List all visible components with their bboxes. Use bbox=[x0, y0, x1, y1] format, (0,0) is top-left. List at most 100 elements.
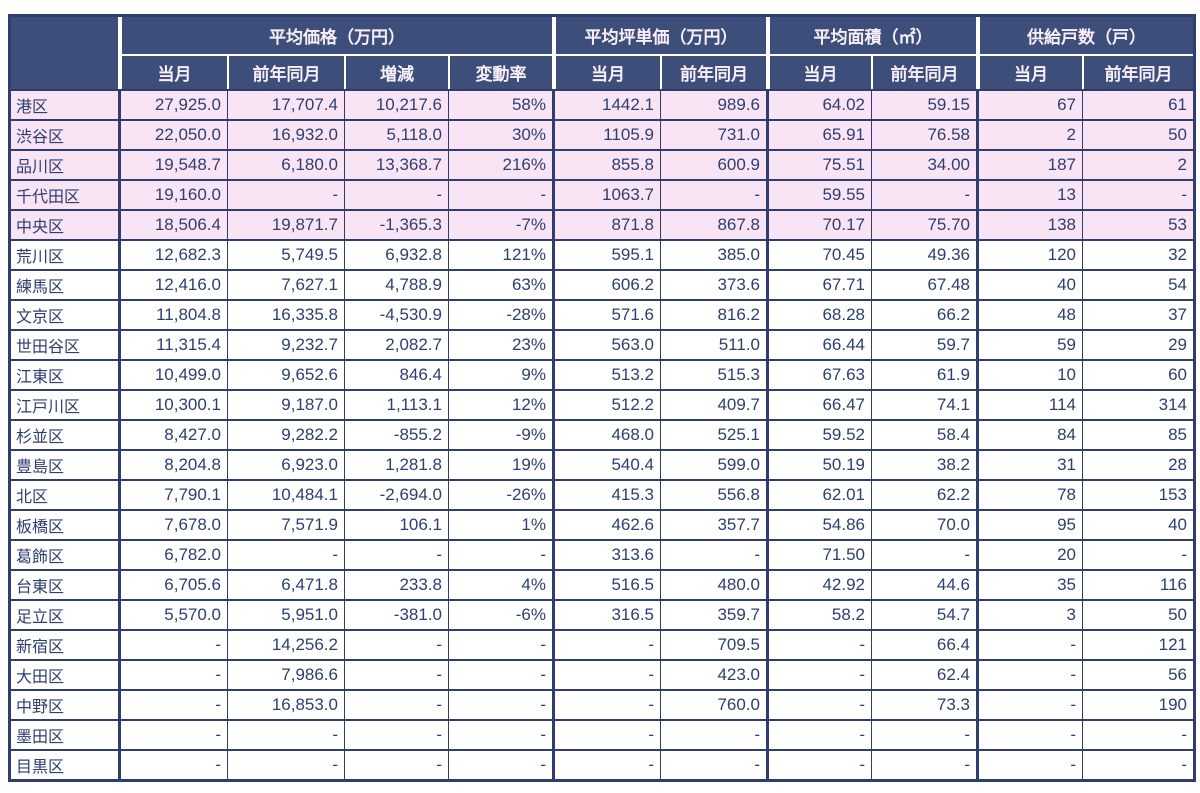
value-cell: 10,217.6 bbox=[344, 89, 448, 119]
value-cell: - bbox=[976, 629, 1082, 659]
value-cell: 32 bbox=[1082, 239, 1193, 269]
value-cell: 76.58 bbox=[871, 119, 976, 149]
value-cell: 61 bbox=[1082, 89, 1193, 119]
group-header-cell: 平均面積（㎡） bbox=[766, 17, 976, 56]
table-row: 中野区 -16,853.0- - -760.0-73.3-190 bbox=[11, 689, 1193, 719]
value-cell: - bbox=[118, 659, 227, 689]
subheader-cell: 前年同月 bbox=[1082, 56, 1193, 89]
table-row: 千代田区 19,160.0- - -1063.7-59.55-13- bbox=[11, 179, 1193, 209]
value-cell: -7% bbox=[448, 209, 552, 239]
value-cell: 50.19 bbox=[766, 449, 871, 479]
value-cell: - bbox=[1082, 539, 1193, 569]
table-row: 江戸川区 10,300.1 9,187.0 1,113.1 12% 512.2 409.7 6… bbox=[11, 389, 1193, 419]
ward-cell: 足立区 bbox=[11, 599, 118, 629]
value-cell: 66.47 bbox=[766, 389, 871, 419]
value-cell: - bbox=[118, 719, 227, 749]
ward-cell: 江戸川区 bbox=[11, 389, 118, 419]
value-cell: 63% bbox=[448, 269, 552, 299]
value-cell: 62.2 bbox=[871, 479, 976, 509]
ward-cell: 練馬区 bbox=[11, 269, 118, 299]
value-cell: 3 bbox=[976, 599, 1082, 629]
value-cell: 190 bbox=[1082, 689, 1193, 719]
value-cell: 233.8 bbox=[344, 569, 448, 599]
value-cell: 11,804.8 bbox=[118, 299, 227, 329]
value-cell: 74.1 bbox=[871, 389, 976, 419]
subheader-cell: 前年同月 bbox=[871, 56, 976, 89]
value-cell: 5,570.0 bbox=[118, 599, 227, 629]
value-cell: - bbox=[1082, 749, 1193, 779]
table-row: 港区 27,925.0 17,707.4 10,217.6 58% 1442.1 989.6… bbox=[11, 89, 1193, 119]
value-cell: - bbox=[227, 749, 344, 779]
value-cell: 28 bbox=[1082, 449, 1193, 479]
value-cell: 709.5 bbox=[660, 629, 766, 659]
value-cell: - bbox=[344, 179, 448, 209]
value-cell: 187 bbox=[976, 149, 1082, 179]
value-cell: 2 bbox=[976, 119, 1082, 149]
value-cell: 462.6 bbox=[552, 509, 660, 539]
value-cell: 50 bbox=[1082, 599, 1193, 629]
ward-cell: 港区 bbox=[11, 89, 118, 119]
ward-cell: 台東区 bbox=[11, 569, 118, 599]
value-cell: 62.01 bbox=[766, 479, 871, 509]
value-cell: 14,256.2 bbox=[227, 629, 344, 659]
value-cell: - bbox=[448, 659, 552, 689]
value-cell: - bbox=[344, 659, 448, 689]
value-cell: 67.63 bbox=[766, 359, 871, 389]
subheader-cell: 増減 bbox=[344, 56, 448, 89]
value-cell: 6,705.6 bbox=[118, 569, 227, 599]
value-cell: - bbox=[448, 719, 552, 749]
value-cell: 73.3 bbox=[871, 689, 976, 719]
value-cell: -855.2 bbox=[344, 419, 448, 449]
value-cell: 516.5 bbox=[552, 569, 660, 599]
value-cell: - bbox=[344, 689, 448, 719]
value-cell: 5,749.5 bbox=[227, 239, 344, 269]
value-cell: 8,204.8 bbox=[118, 449, 227, 479]
value-cell: 59.52 bbox=[766, 419, 871, 449]
value-cell: 58% bbox=[448, 89, 552, 119]
value-cell: 871.8 bbox=[552, 209, 660, 239]
value-cell: 54.86 bbox=[766, 509, 871, 539]
value-cell: - bbox=[766, 719, 871, 749]
value-cell: -26% bbox=[448, 479, 552, 509]
value-cell: 85 bbox=[1082, 419, 1193, 449]
value-cell: 19,160.0 bbox=[118, 179, 227, 209]
ward-cell: 文京区 bbox=[11, 299, 118, 329]
group-header-cell: 供給戸数（戸） bbox=[976, 17, 1193, 56]
value-cell: 23% bbox=[448, 329, 552, 359]
ward-cell: 豊島区 bbox=[11, 449, 118, 479]
subheader-cell: 当月 bbox=[552, 56, 660, 89]
value-cell: 1105.9 bbox=[552, 119, 660, 149]
value-cell: - bbox=[552, 689, 660, 719]
value-cell: 30% bbox=[448, 119, 552, 149]
value-cell: 64.02 bbox=[766, 89, 871, 119]
value-cell: - bbox=[871, 179, 976, 209]
value-cell: - bbox=[448, 629, 552, 659]
table-row: 葛飾区 6,782.0- - -313.6-71.50-20- bbox=[11, 539, 1193, 569]
value-cell: 9% bbox=[448, 359, 552, 389]
value-cell: 40 bbox=[976, 269, 1082, 299]
value-cell: 16,932.0 bbox=[227, 119, 344, 149]
value-cell: - bbox=[871, 749, 976, 779]
value-cell: 512.2 bbox=[552, 389, 660, 419]
ward-cell: 北区 bbox=[11, 479, 118, 509]
value-cell: 10,484.1 bbox=[227, 479, 344, 509]
ward-cell: 新宿区 bbox=[11, 629, 118, 659]
value-cell: 19,871.7 bbox=[227, 209, 344, 239]
value-cell: -1,365.3 bbox=[344, 209, 448, 239]
value-cell: 409.7 bbox=[660, 389, 766, 419]
value-cell: - bbox=[344, 749, 448, 779]
value-cell: 116 bbox=[1082, 569, 1193, 599]
value-cell: - bbox=[976, 719, 1082, 749]
subheader-cell: 前年同月 bbox=[227, 56, 344, 89]
value-cell: 20 bbox=[976, 539, 1082, 569]
value-cell: 59 bbox=[976, 329, 1082, 359]
value-cell: 480.0 bbox=[660, 569, 766, 599]
value-cell: 7,627.1 bbox=[227, 269, 344, 299]
value-cell: -6% bbox=[448, 599, 552, 629]
value-cell: - bbox=[344, 539, 448, 569]
value-cell: 846.4 bbox=[344, 359, 448, 389]
value-cell: - bbox=[976, 659, 1082, 689]
value-cell: 9,652.6 bbox=[227, 359, 344, 389]
value-cell: 10,499.0 bbox=[118, 359, 227, 389]
value-cell: 1063.7 bbox=[552, 179, 660, 209]
